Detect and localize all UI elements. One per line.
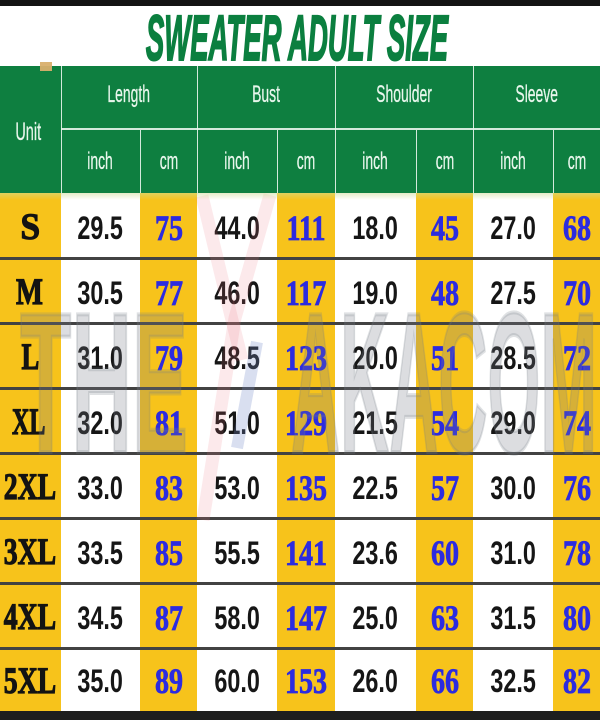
svg-text:THE: THE xyxy=(20,272,188,495)
svg-text:AKACOM: AKACOM xyxy=(291,272,597,495)
